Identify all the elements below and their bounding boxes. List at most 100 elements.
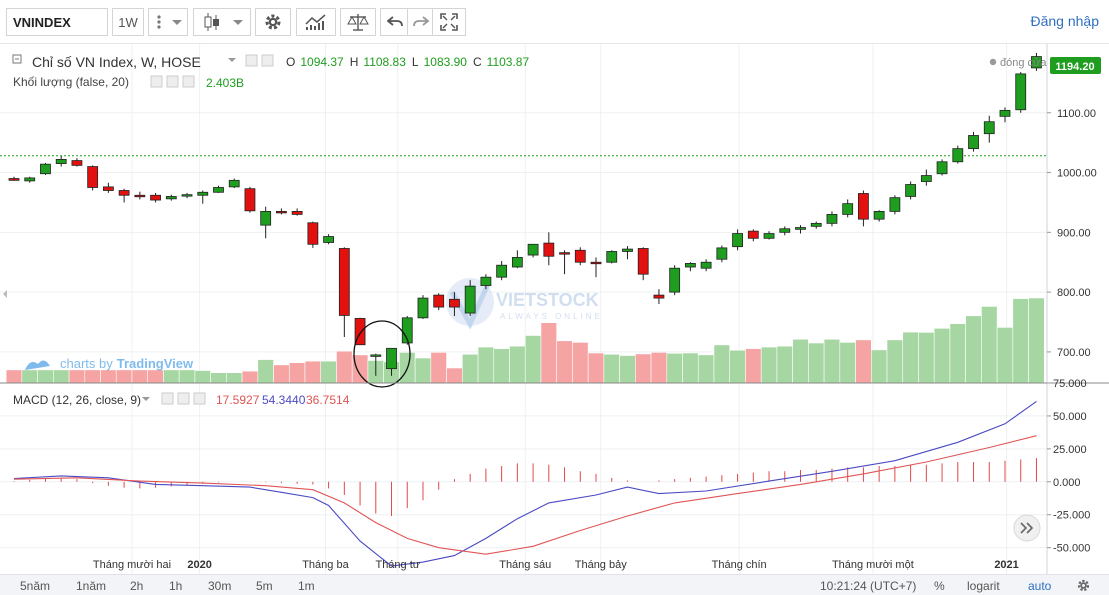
- volume-bar: [572, 342, 589, 384]
- volume-bars: [5, 297, 1045, 384]
- undo-button[interactable]: [380, 8, 408, 36]
- candle-body: [637, 248, 649, 275]
- price-candles: [8, 52, 1042, 376]
- volume-bar: [745, 348, 762, 384]
- gear-icon[interactable]: [261, 54, 274, 67]
- candle-body: [527, 243, 539, 256]
- open-value: 1094.37: [300, 55, 344, 69]
- price-axis[interactable]: 700.00 800.00 900.00 1000.00 1100.00: [1047, 108, 1097, 359]
- candle-body: [653, 294, 665, 299]
- price-tick-label: 900.00: [1057, 227, 1091, 239]
- volume-bar: [273, 364, 290, 384]
- collapse-icon[interactable]: [12, 54, 22, 64]
- redo-button[interactable]: [407, 8, 435, 36]
- candle-body: [338, 248, 350, 316]
- volume-bar: [194, 370, 211, 384]
- candle-body: [983, 121, 995, 135]
- volume-bar: [996, 327, 1014, 384]
- candle-body: [496, 264, 508, 278]
- candle-body: [716, 247, 728, 260]
- volume-eye-icon[interactable]: [150, 75, 163, 88]
- volume-bar: [68, 369, 86, 384]
- macd-gear-icon[interactable]: [177, 392, 190, 405]
- eye-icon[interactable]: [245, 54, 258, 67]
- low-value: 1083.90: [424, 55, 468, 69]
- range-30m[interactable]: 30m: [208, 579, 232, 593]
- candle-body: [795, 227, 806, 230]
- volume-bar: [226, 372, 243, 384]
- interval-button[interactable]: 1W: [112, 8, 144, 36]
- candle-body: [323, 236, 335, 243]
- auto-toggle[interactable]: auto: [1028, 579, 1052, 593]
- interval-menu-button[interactable]: [148, 8, 188, 36]
- tradingview-attribution[interactable]: charts by TradingView: [25, 356, 194, 371]
- time-axis[interactable]: Tháng mười hai 2020 Tháng ba Tháng tư Tháng …: [93, 559, 1019, 571]
- candle-body: [464, 285, 476, 314]
- volume-gear-icon[interactable]: [166, 75, 179, 88]
- ohlc-readout: O 1094.37 H 1108.83 L 1083.90 C 1103.87: [286, 55, 529, 69]
- time-tick-label: Tháng tư: [375, 559, 420, 571]
- candle-body: [213, 187, 224, 193]
- undo-icon: [386, 16, 403, 27]
- candle-body: [386, 347, 397, 370]
- time-tick-label: 2021: [994, 559, 1018, 571]
- candle-body: [952, 148, 964, 163]
- symbol-input[interactable]: VNINDEX: [6, 8, 108, 36]
- last-price-text: 1194.20: [1055, 61, 1094, 73]
- clock: 10:21:24 (UTC+7): [820, 579, 917, 593]
- candle-body: [118, 190, 130, 196]
- compare-button[interactable]: [340, 8, 376, 36]
- candle-body: [55, 158, 67, 164]
- macd-close-icon[interactable]: [193, 392, 206, 405]
- fullscreen-button[interactable]: [432, 8, 466, 36]
- macd-dropdown-icon[interactable]: [142, 397, 150, 401]
- macd-tick-label: 75.000: [1053, 378, 1087, 390]
- volume-bar: [288, 362, 306, 384]
- candle-body: [433, 294, 445, 308]
- settings-button[interactable]: [255, 8, 291, 36]
- candle-body: [669, 267, 681, 293]
- legend-dropdown-icon[interactable]: [228, 58, 236, 62]
- fullscreen-icon: [440, 13, 458, 31]
- volume-bar: [619, 355, 636, 384]
- range-1y[interactable]: 1năm: [76, 579, 107, 593]
- scroll-right-button[interactable]: [1013, 514, 1041, 542]
- range-1h[interactable]: 1h: [169, 579, 183, 593]
- price-tick-label: 1000.00: [1057, 168, 1097, 180]
- top-toolbar: VNINDEX 1W Đăng nhập: [0, 0, 1109, 44]
- highlight-circle: [353, 320, 411, 388]
- percent-toggle[interactable]: %: [934, 579, 945, 593]
- status-dot-icon: [989, 58, 997, 66]
- volume-bar: [918, 332, 935, 384]
- macd-legend: MACD (12, 26, close, 9) 17.5927 54.3440 …: [13, 392, 350, 407]
- volume-bar: [666, 353, 683, 384]
- macd-axis[interactable]: -50.000 -25.000 0.000 25.000 50.000 75.000: [1047, 378, 1090, 555]
- close-label: C: [473, 55, 482, 69]
- left-arrow-icon[interactable]: [3, 290, 7, 298]
- range-2h[interactable]: 2h: [130, 579, 144, 593]
- volume-bar: [21, 369, 38, 384]
- candle-body: [102, 186, 114, 191]
- volume-title: Khối lượng (false, 20): [13, 75, 129, 89]
- range-1m[interactable]: 1m: [298, 579, 315, 593]
- candle-body: [71, 160, 83, 166]
- chart-style-button[interactable]: [193, 8, 251, 36]
- login-link[interactable]: Đăng nhập: [1030, 13, 1099, 29]
- log-toggle[interactable]: logarit: [967, 579, 1000, 593]
- candle-body: [606, 251, 618, 263]
- volume-bar: [697, 354, 715, 384]
- candle-body: [590, 261, 602, 265]
- indicators-button[interactable]: [296, 8, 336, 36]
- candle-body: [747, 230, 759, 239]
- macd-eye-icon[interactable]: [161, 392, 174, 405]
- candle-body: [842, 203, 854, 215]
- candle-body: [480, 276, 492, 286]
- range-5m[interactable]: 5m: [256, 579, 273, 593]
- chart-canvas[interactable]: VIETSTOCK ALWAYS ONLINE 700.00 800.00 900.…: [0, 44, 1109, 574]
- gear-icon[interactable]: [1076, 578, 1091, 593]
- volume-close-icon[interactable]: [182, 75, 195, 88]
- range-5y[interactable]: 5năm: [20, 579, 51, 593]
- macd-hist-value: 17.5927: [216, 393, 260, 407]
- time-tick-label: Tháng mười hai: [93, 559, 171, 571]
- vietstock-tagline: ALWAYS ONLINE: [500, 312, 603, 321]
